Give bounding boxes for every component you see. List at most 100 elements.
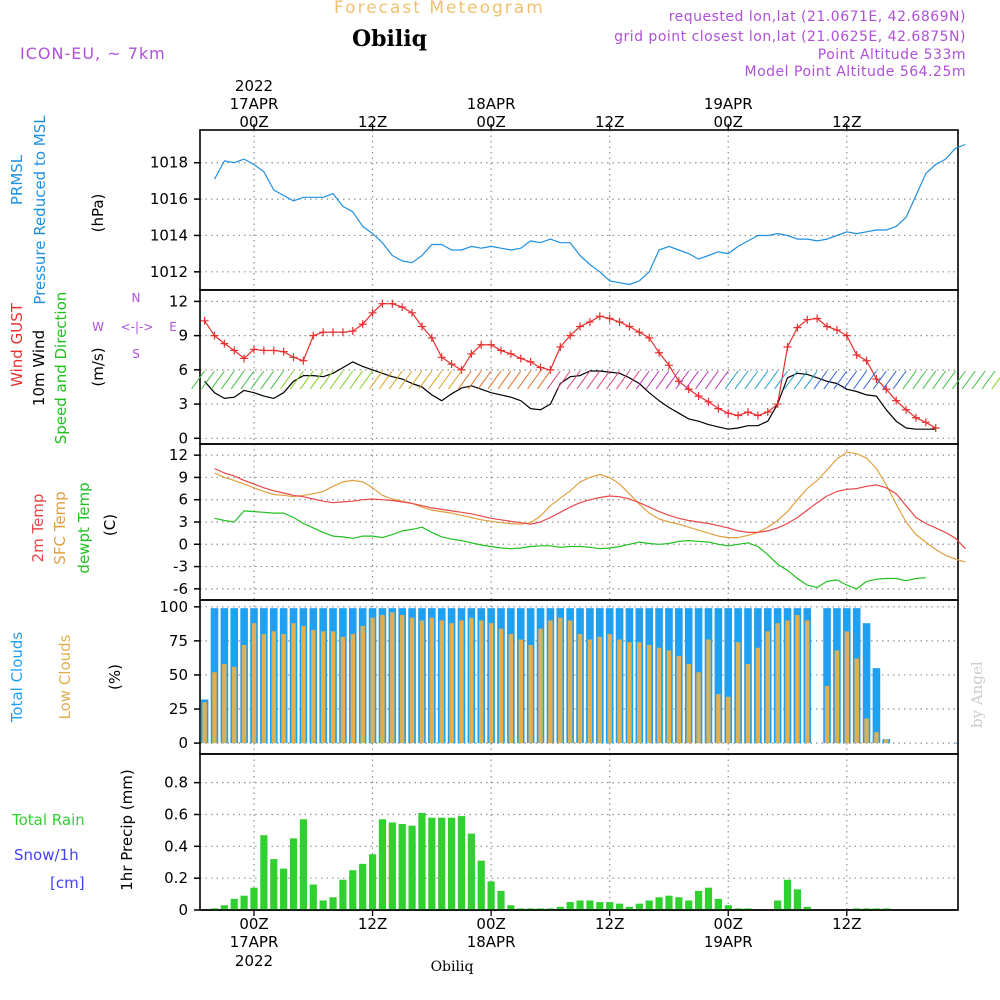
wind-direction-arrow xyxy=(438,370,453,390)
low-clouds-bar xyxy=(429,617,435,744)
wind-direction-arrow xyxy=(487,370,502,390)
y-tick-label: 1012 xyxy=(150,263,188,281)
wind-direction-arrow xyxy=(201,370,215,390)
wind-direction-arrow xyxy=(388,370,403,390)
model-label: ICON-EU, ~ 7km xyxy=(20,44,166,63)
rain-bar xyxy=(497,890,505,910)
wind-gust-marker xyxy=(556,343,565,352)
rain-bar xyxy=(260,835,268,910)
low-clouds-bar xyxy=(330,631,336,744)
total-clouds-bar xyxy=(823,608,831,744)
wind-gust-marker xyxy=(763,408,772,417)
rain-bar xyxy=(635,903,643,910)
wind-direction-arrow xyxy=(260,370,275,390)
rain-bar xyxy=(319,900,327,910)
low-clouds-bar xyxy=(291,623,296,744)
rain-bar xyxy=(615,903,624,910)
wind-direction-arrow xyxy=(596,370,611,390)
wind-speed-line xyxy=(204,361,936,430)
wind-gust-marker xyxy=(793,323,802,332)
total-clouds-bar xyxy=(862,623,871,744)
clouds-unit-label: (%) xyxy=(106,664,124,690)
wind-gust-marker xyxy=(546,365,555,374)
pressure-panel: 1012 1014 1016 1018 xyxy=(150,129,966,291)
low-clouds-bar xyxy=(597,636,602,744)
rain-bar xyxy=(645,900,653,910)
wind-gust-marker xyxy=(852,351,861,360)
rain-bar xyxy=(418,812,426,910)
low-clouds-bar xyxy=(577,634,583,744)
x-tick-label-bottom: 00Z xyxy=(476,915,505,933)
panel-frame xyxy=(199,129,959,291)
total-clouds-bar xyxy=(714,608,723,744)
wind-direction-arrow xyxy=(497,370,512,390)
rain-bar xyxy=(685,900,693,910)
rain-bar xyxy=(507,905,515,910)
rain-bar xyxy=(724,905,732,910)
wind-direction-arrow xyxy=(902,370,917,390)
rain-bar xyxy=(378,819,387,910)
y-tick-label: 6 xyxy=(178,361,188,379)
wind-direction-arrow xyxy=(951,370,966,390)
y-tick-label: 12 xyxy=(169,446,188,464)
wind-gust-marker xyxy=(526,357,535,366)
low-clouds-bar xyxy=(834,650,840,744)
wind-gust-marker xyxy=(338,328,347,337)
low-clouds-bar xyxy=(469,617,474,744)
temp-label-2m: 2m Temp xyxy=(29,494,47,563)
low-clouds-bar xyxy=(716,694,721,744)
rain-bar xyxy=(280,868,288,910)
wind-gust-marker xyxy=(595,312,604,321)
rain-bar xyxy=(230,898,238,910)
low-clouds-bar xyxy=(607,634,612,744)
rain-bar xyxy=(210,908,219,910)
low-clouds-bar xyxy=(824,685,830,744)
wind-direction-arrow xyxy=(853,370,867,390)
rain-bar xyxy=(862,908,871,910)
y-tick-label: 9 xyxy=(178,468,188,486)
low-clouds-bar xyxy=(518,639,523,744)
wind-gust-marker xyxy=(862,356,871,365)
x-tick-label-top: 12Z xyxy=(358,113,387,131)
rain-bar xyxy=(695,890,703,910)
temp-unit-label: (C) xyxy=(101,514,119,536)
rain-bar xyxy=(596,902,604,910)
low-clouds-bar xyxy=(745,664,751,744)
wind-gust-marker xyxy=(921,418,930,427)
panel-frame xyxy=(199,289,959,445)
y-tick-label: -3 xyxy=(173,558,188,576)
wind-gust-marker xyxy=(576,322,585,331)
wind-direction-arrow xyxy=(803,370,818,390)
x-tick-label-top: 12Z xyxy=(832,113,861,131)
temp-label-dewpt: dewpt Temp xyxy=(75,482,93,573)
low-clouds-bar xyxy=(874,732,879,744)
wind-gust-marker xyxy=(753,411,762,420)
wind-direction-arrow xyxy=(922,370,937,390)
rain-bar xyxy=(359,863,367,910)
low-clouds-bar xyxy=(508,634,514,744)
wind-direction-arrow xyxy=(556,370,571,390)
y-tick-label: 0 xyxy=(178,429,188,447)
wind-gust-marker xyxy=(744,408,752,417)
low-clouds-bar xyxy=(479,620,484,744)
rain-bar xyxy=(309,884,317,910)
rain-bar xyxy=(704,887,713,910)
wind-gust-marker xyxy=(388,299,397,308)
low-clouds-bar xyxy=(785,620,790,744)
low-clouds-bar xyxy=(222,664,227,744)
x-year-label-top: 2022 xyxy=(235,77,273,95)
low-clouds-bar xyxy=(755,647,761,744)
pressure-label-msl: Pressure Reduced to MSL xyxy=(31,115,49,305)
compass-west-label: W xyxy=(92,320,104,334)
wind-gust-marker xyxy=(487,340,496,349)
low-clouds-bar xyxy=(320,631,326,744)
wind-direction-arrow xyxy=(981,370,996,390)
low-clouds-bar xyxy=(419,620,425,744)
low-clouds-bar xyxy=(528,644,533,744)
y-tick-label: 25 xyxy=(169,700,188,718)
wind-direction-arrow xyxy=(299,370,314,390)
rain-bar xyxy=(734,908,742,910)
low-clouds-bar xyxy=(538,628,543,744)
wind-direction-arrow xyxy=(695,370,709,390)
wind-gust-marker xyxy=(645,333,654,342)
